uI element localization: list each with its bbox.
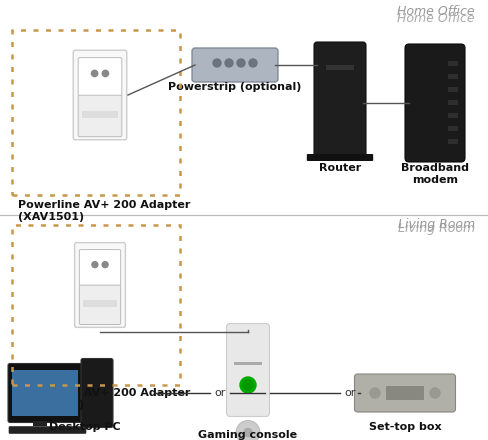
FancyBboxPatch shape — [354, 374, 455, 412]
Circle shape — [102, 262, 108, 268]
FancyBboxPatch shape — [80, 249, 121, 286]
FancyBboxPatch shape — [80, 285, 121, 324]
Text: or: or — [214, 388, 225, 398]
FancyBboxPatch shape — [78, 95, 122, 137]
Circle shape — [243, 380, 253, 390]
Bar — [12, 30, 180, 195]
FancyBboxPatch shape — [78, 58, 122, 96]
Text: Desktop PC: Desktop PC — [49, 422, 121, 432]
FancyBboxPatch shape — [9, 426, 86, 433]
Bar — [448, 61, 458, 66]
Text: Set-top box: Set-top box — [369, 422, 441, 432]
Bar — [33, 421, 47, 425]
FancyBboxPatch shape — [8, 363, 82, 422]
Text: Home Office: Home Office — [397, 5, 475, 18]
Bar — [234, 362, 262, 365]
Circle shape — [102, 70, 108, 77]
Bar — [326, 65, 354, 70]
Bar — [12, 370, 78, 415]
Text: Powerstrip (optional): Powerstrip (optional) — [168, 82, 302, 92]
FancyBboxPatch shape — [405, 44, 465, 162]
Text: Living Room: Living Room — [398, 218, 475, 231]
Bar — [448, 126, 458, 131]
Bar — [448, 100, 458, 105]
Circle shape — [244, 429, 252, 436]
Circle shape — [237, 59, 245, 67]
Text: Router: Router — [319, 163, 361, 173]
Circle shape — [236, 421, 260, 440]
Text: Powerline AV+ 200 Adapter
(XAV1501): Powerline AV+ 200 Adapter (XAV1501) — [18, 200, 190, 222]
Text: Broadband
modem: Broadband modem — [401, 163, 469, 185]
Text: Home Office: Home Office — [397, 12, 475, 25]
Text: or: or — [345, 388, 356, 398]
Bar — [12, 225, 180, 385]
Bar — [448, 113, 458, 118]
FancyBboxPatch shape — [75, 242, 125, 327]
Circle shape — [430, 388, 440, 398]
Circle shape — [91, 70, 98, 77]
FancyBboxPatch shape — [192, 48, 278, 82]
Circle shape — [92, 262, 98, 268]
Text: Living Room: Living Room — [398, 222, 475, 235]
FancyBboxPatch shape — [307, 154, 373, 161]
Circle shape — [225, 59, 233, 67]
Circle shape — [213, 59, 221, 67]
FancyBboxPatch shape — [314, 42, 366, 158]
Text: Gaming console: Gaming console — [199, 430, 298, 440]
FancyBboxPatch shape — [73, 50, 127, 140]
Circle shape — [240, 377, 256, 393]
FancyBboxPatch shape — [226, 323, 269, 417]
Text: Powerline AV+ 200 Adapter
(XAV1501): Powerline AV+ 200 Adapter (XAV1501) — [18, 388, 190, 410]
Bar — [448, 139, 458, 144]
Circle shape — [370, 388, 380, 398]
Bar — [448, 87, 458, 92]
Bar — [81, 111, 118, 118]
Bar — [83, 300, 117, 307]
FancyBboxPatch shape — [81, 359, 113, 428]
Circle shape — [249, 59, 257, 67]
FancyBboxPatch shape — [386, 386, 424, 400]
Bar — [448, 74, 458, 79]
